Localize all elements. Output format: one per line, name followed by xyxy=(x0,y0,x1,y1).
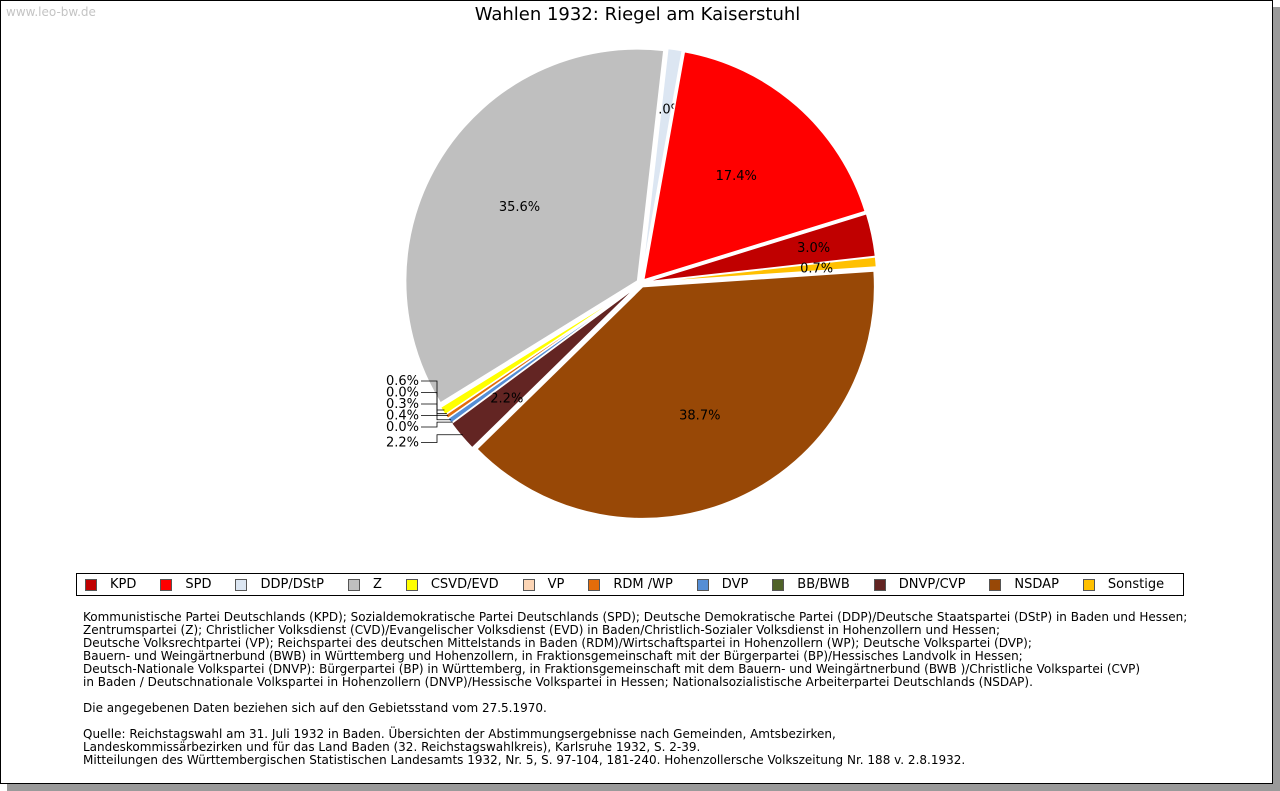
slice-label: 0.0% xyxy=(386,386,419,401)
legend-item: CSVD/EVD xyxy=(405,577,499,592)
pie-slice xyxy=(640,47,684,280)
source-note: Quelle: Reichstagswahl am 31. Juli 1932 … xyxy=(83,728,1233,767)
slice-label: 0.7% xyxy=(800,261,833,276)
legend-item: DVP xyxy=(696,577,749,592)
party-definition-line: Deutsch-Nationale Volkspartei (DNVP): Bü… xyxy=(83,662,1141,676)
leader-line xyxy=(421,434,463,443)
leader-line xyxy=(421,403,449,416)
legend-item: DDP/DStP xyxy=(235,577,324,592)
party-definition-line: Kommunistische Partei Deutschlands (KPD)… xyxy=(83,610,1188,624)
legend: KPD SPD DDP/DStP Z CSVD/EVD VP RDM /WP DVP BB/BW… xyxy=(76,573,1184,596)
slice-label: 0.6% xyxy=(386,374,419,389)
pie-slice xyxy=(642,50,867,282)
legend-label: Z xyxy=(372,577,382,592)
slice-label: 2.2% xyxy=(386,436,419,451)
legend-item: SPD xyxy=(160,577,211,592)
legend-swatch xyxy=(873,578,886,591)
pie-slice xyxy=(475,270,876,520)
party-definitions: Kommunistische Partei Deutschlands (KPD)… xyxy=(83,611,1233,689)
watermark: www.leo-bw.de xyxy=(6,5,96,19)
legend-swatch xyxy=(1082,578,1095,591)
legend-item: KPD xyxy=(85,577,136,592)
slice-label: 0.3% xyxy=(386,397,419,412)
legend-item: BB/BWB xyxy=(772,577,850,592)
legend-swatch xyxy=(85,578,97,591)
legend-item: NSDAP xyxy=(989,577,1059,592)
legend-label: DNVP/CVP xyxy=(898,577,966,592)
source-line: Mitteilungen des Württembergischen Stati… xyxy=(83,753,966,767)
legend-item: Z xyxy=(347,577,382,592)
legend-label: Sonstige xyxy=(1107,577,1165,592)
legend-item: DNVP/CVP xyxy=(873,577,966,592)
footnotes: Kommunistische Partei Deutschlands (KPD)… xyxy=(83,611,1233,767)
party-definition-line: in Baden / Deutschnationale Volkspartei … xyxy=(83,675,1033,689)
legend-swatch xyxy=(235,578,248,591)
party-definition-line: Deutsche Volksrechtpartei (VP); Reichspa… xyxy=(83,636,1032,650)
pie-chart: 1.0%17.4%3.0%0.7%38.7%2.2%35.6%0.6%0.0%0… xyxy=(386,47,878,520)
source-line: Quelle: Reichstagswahl am 31. Juli 1932 … xyxy=(83,727,836,741)
slice-label: 2.2% xyxy=(490,391,523,406)
legend-item: VP xyxy=(522,577,565,592)
chart-title: Wahlen 1932: Riegel am Kaiserstuhl xyxy=(474,4,801,25)
legend-swatch xyxy=(772,578,785,591)
legend-label: RDM /WP xyxy=(613,577,673,592)
gebietsstand-note: Die angegebenen Daten beziehen sich auf … xyxy=(83,701,547,715)
party-definition-line: Zentrumspartei (Z); Christlicher Volksdi… xyxy=(83,623,1001,637)
legend-item: Sonstige xyxy=(1082,577,1165,592)
leader-line xyxy=(421,392,447,415)
party-definition-line: Bauern- und Weingärtnerbund (BWB) in Wür… xyxy=(83,649,1023,663)
legend-label: NSDAP xyxy=(1014,577,1059,592)
pie-slice xyxy=(644,256,878,284)
legend-item: RDM /WP xyxy=(588,577,673,592)
legend-label: SPD xyxy=(185,577,212,592)
legend-swatch xyxy=(989,578,1002,591)
slice-label: 35.6% xyxy=(499,200,540,215)
leader-line xyxy=(421,415,452,421)
legend-label: DDP/DStP xyxy=(260,577,324,592)
leader-line xyxy=(421,421,453,428)
legend-swatch xyxy=(588,578,601,591)
legend-label: CSVD/EVD xyxy=(430,577,499,592)
legend-label: KPD xyxy=(110,577,137,592)
legend-swatch xyxy=(160,578,173,591)
legend-label: DVP xyxy=(721,577,749,592)
source-line: Landeskommissärbezirken und für das Land… xyxy=(83,740,701,754)
legend-swatch xyxy=(405,578,418,591)
legend-swatch xyxy=(696,578,709,591)
legend-swatch xyxy=(347,578,360,591)
legend-label: VP xyxy=(547,577,565,592)
slice-label: 3.0% xyxy=(797,241,830,256)
slice-label: 38.7% xyxy=(679,408,720,423)
slice-label: 0.0% xyxy=(386,420,419,435)
slice-label: 0.4% xyxy=(386,409,419,424)
pie-slice xyxy=(404,48,665,405)
legend-label: BB/BWB xyxy=(797,577,850,592)
pie-slice xyxy=(439,284,639,416)
legend-swatch xyxy=(522,578,535,591)
slice-label: 17.4% xyxy=(716,169,757,184)
